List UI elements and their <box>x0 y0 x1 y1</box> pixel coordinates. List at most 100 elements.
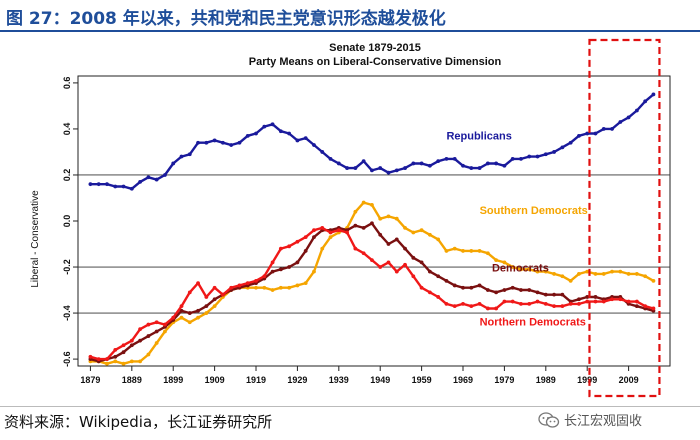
data-point-southern-democrats <box>411 230 416 235</box>
data-point-republicans <box>461 163 465 168</box>
axis-layer: 0.6 0.4 0.2 0.0 -0.2 -0.4 -0.6 1879 1889 1899 1909… <box>62 77 639 385</box>
data-point-northern-democrats <box>485 306 490 311</box>
data-point-northern-democrats <box>320 226 325 230</box>
data-point-northern-democrats <box>138 327 142 332</box>
data-point-northern-democrats <box>502 299 507 304</box>
series-line-southern-democrats <box>90 201 654 365</box>
data-point-republicans <box>634 108 639 113</box>
watermark-label: 长江宏观固收 <box>564 414 643 429</box>
series-line-northern-democrats <box>90 226 654 361</box>
data-point-democrats <box>510 285 515 290</box>
data-point-republicans <box>154 177 159 182</box>
data-point-republicans <box>411 161 416 166</box>
data-point-northern-democrats <box>411 274 416 279</box>
data-point-southern-democrats <box>643 274 648 279</box>
data-point-northern-democrats <box>634 299 639 304</box>
highlight-box <box>588 38 661 398</box>
data-point-democrats <box>212 297 217 302</box>
data-point-northern-democrats <box>452 304 457 309</box>
data-point-northern-democrats <box>278 246 283 251</box>
data-point-southern-democrats <box>502 260 507 265</box>
footer-divider <box>0 406 700 407</box>
data-point-southern-democrats <box>254 285 258 290</box>
data-point-republicans <box>196 140 200 145</box>
data-point-southern-democrats <box>328 235 333 240</box>
data-point-southern-democrats <box>378 216 383 221</box>
data-point-democrats <box>121 350 126 355</box>
data-point-southern-democrats <box>651 278 656 283</box>
y-tick-label: -0.2 <box>62 259 72 275</box>
data-point-northern-democrats <box>96 357 101 361</box>
data-point-northern-democrats <box>577 301 581 306</box>
data-point-southern-democrats <box>204 311 209 315</box>
data-point-democrats <box>535 290 540 295</box>
data-point-northern-democrats <box>353 246 358 251</box>
data-point-southern-democrats <box>477 249 482 253</box>
data-point-republicans <box>303 136 308 141</box>
data-point-republicans <box>543 152 548 157</box>
data-point-southern-democrats <box>527 267 532 272</box>
data-point-republicans <box>403 166 407 170</box>
data-point-southern-democrats <box>577 272 581 276</box>
data-point-democrats <box>386 242 391 246</box>
data-point-northern-democrats <box>626 299 631 304</box>
data-point-southern-democrats <box>519 267 523 272</box>
data-point-southern-democrats <box>610 269 614 274</box>
data-point-republicans <box>535 154 540 159</box>
data-point-southern-democrats <box>419 228 424 233</box>
data-point-northern-democrats <box>303 235 308 240</box>
chart-subtitle: Party Means on Liberal-Conservative Dime… <box>249 56 502 68</box>
data-point-republicans <box>419 161 424 166</box>
data-point-southern-democrats <box>121 361 126 366</box>
data-point-democrats <box>585 295 590 299</box>
chart: Senate 1879-2015 Party Means on Liberal-… <box>30 38 671 398</box>
data-point-northern-democrats <box>378 265 383 269</box>
x-tick-label: 1889 <box>122 375 142 385</box>
data-point-republicans <box>593 131 598 136</box>
data-point-republicans <box>320 150 325 154</box>
data-point-southern-democrats <box>196 315 200 320</box>
x-tick-label: 1939 <box>329 375 349 385</box>
data-point-republicans <box>270 122 275 127</box>
y-tick-label: 0.2 <box>62 169 72 182</box>
data-point-republicans <box>336 161 341 166</box>
data-point-republicans <box>560 145 565 150</box>
data-point-northern-democrats <box>262 274 267 279</box>
data-point-democrats <box>138 338 142 343</box>
data-point-northern-democrats <box>187 290 192 295</box>
data-point-democrats <box>560 292 565 297</box>
data-point-republicans <box>237 140 242 145</box>
data-point-northern-democrats <box>105 357 109 361</box>
data-point-republicans <box>452 156 457 161</box>
data-point-democrats <box>419 260 424 265</box>
data-point-northern-democrats <box>361 251 366 256</box>
data-point-republicans <box>96 182 101 187</box>
data-point-republicans <box>220 140 225 145</box>
series-label: Republicans <box>446 130 511 142</box>
data-point-southern-democrats <box>403 226 407 230</box>
y-axis-label: Liberal - Conservative <box>30 190 41 288</box>
x-tick-label: 1959 <box>412 375 432 385</box>
y-tick-label: 0.0 <box>62 215 72 228</box>
data-point-northern-democrats <box>419 285 424 290</box>
data-point-northern-democrats <box>113 347 118 352</box>
x-tick-label: 1899 <box>163 375 183 385</box>
data-point-republicans <box>436 159 441 164</box>
data-point-republicans <box>510 156 515 161</box>
data-point-southern-democrats <box>469 249 474 253</box>
data-point-northern-democrats <box>386 260 391 265</box>
data-point-northern-democrats <box>295 239 300 244</box>
data-point-republicans <box>121 184 126 189</box>
data-point-democrats <box>543 292 548 297</box>
data-point-democrats <box>494 290 499 295</box>
data-point-southern-democrats <box>601 272 606 276</box>
data-point-republicans <box>138 179 142 184</box>
y-tick-label: -0.4 <box>62 305 72 321</box>
data-point-northern-democrats <box>88 354 93 359</box>
data-point-republicans <box>394 168 399 173</box>
data-point-southern-democrats <box>129 359 134 364</box>
data-point-democrats <box>502 288 507 292</box>
data-point-southern-democrats <box>287 285 292 290</box>
data-point-northern-democrats <box>527 301 532 306</box>
x-tick-label: 1979 <box>494 375 514 385</box>
